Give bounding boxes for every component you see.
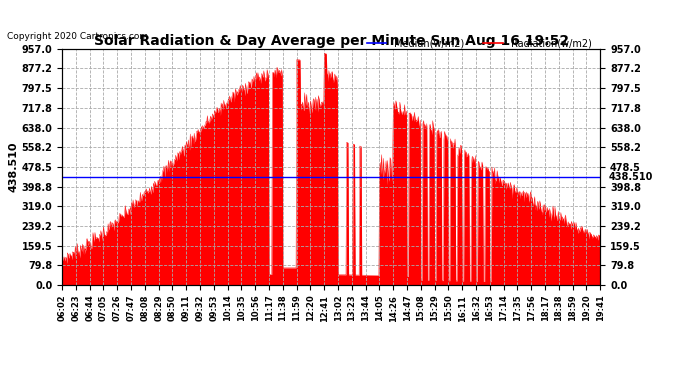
Legend: Median(w/m2), Radiation(w/m2): Median(w/m2), Radiation(w/m2) [363,35,595,52]
Text: Copyright 2020 Cartronics.com: Copyright 2020 Cartronics.com [7,32,148,41]
Title: Solar Radiation & Day Average per Minute Sun Aug 16 19:52: Solar Radiation & Day Average per Minute… [94,34,569,48]
Y-axis label: 438.510: 438.510 [8,142,19,192]
Text: 438.510: 438.510 [609,172,653,182]
